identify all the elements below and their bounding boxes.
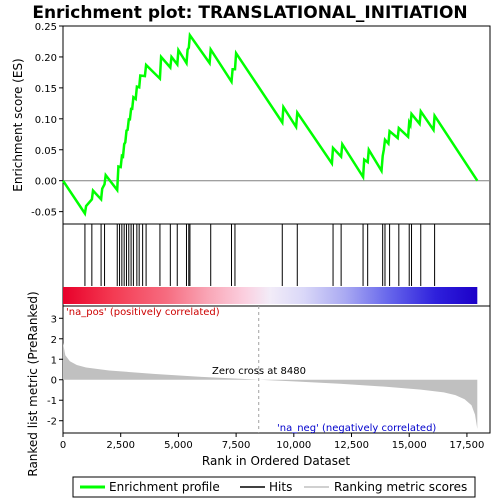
ranking-metric-area [63,342,478,429]
metric-x-tick-label: 2,500 [106,440,135,451]
metric-x-tick-label: 12,500 [334,440,369,451]
metric-x-tick-label: 7,500 [222,440,251,451]
metric-x-tick-label: 5,000 [164,440,193,451]
es-y-tick-label: 0.20 [35,53,57,64]
metric-y-ticks: -2 -1 0 1 2 3 [47,314,63,428]
es-y-tick-label: 0.10 [35,115,57,126]
chart-title: Enrichment plot: TRANSLATIONAL_INITIATIO… [32,3,467,23]
metric-y-tick-label: 2 [51,335,57,346]
hit-lines [84,224,436,286]
es-y-tick-label: 0.00 [35,177,57,188]
es-y-ticks: -0.05 0.00 0.05 0.10 0.15 0.20 0.25 [31,22,63,219]
legend-frame [72,476,476,498]
metric-ylabel: Ranked list metric (PreRanked) [26,291,40,476]
legend-metric-label: Ranking metric scores [334,480,467,494]
metric-x-tick-label: 15,000 [392,440,427,451]
metric-x-tick-label: 0 [60,440,66,451]
es-ylabel: Enrichment score (ES) [11,58,25,191]
metric-x-ticks: 0 2,500 5,000 7,500 10,000 12,500 15,000 17,500 [60,433,484,451]
metric-y-tick-label: 3 [51,314,57,325]
es-panel: -0.05 0.00 0.05 0.10 0.15 0.20 0.25 Enrichment… [11,22,491,225]
metric-x-tick-label: 10,000 [276,440,311,451]
legend-profile-label: Enrichment profile [109,480,220,494]
metric-x-tick-label: 17,500 [449,440,484,451]
enrichment-profile-line [61,31,479,217]
metric-y-tick-label: -1 [47,396,57,407]
es-y-tick-label: 0.15 [35,84,57,95]
es-y-tick-label: 0.25 [35,22,57,33]
hits-panel [62,223,491,307]
zero-cross-annotation: Zero cross at 8480 [212,366,306,377]
legend-hits-label: Hits [269,480,292,494]
metric-y-tick-label: 0 [51,376,57,387]
metric-xlabel: Rank in Ordered Dataset [202,454,350,468]
metric-panel: -2 -1 0 1 2 3 0 2,500 5,000 7,500 10,000 12,500 15,… [26,291,491,477]
metric-y-tick-label: -2 [47,417,57,428]
es-y-tick-label: 0.05 [35,146,57,157]
pos-annotation: 'na_pos' (positively correlated) [66,307,220,318]
metric-y-tick-label: 1 [51,355,57,366]
es-y-tick-label: -0.05 [31,208,57,219]
rank-color-bar [63,287,478,304]
legend: Enrichment profile Hits Ranking metric s… [72,476,476,498]
neg-annotation: 'na_neg' (negatively correlated) [277,423,436,434]
